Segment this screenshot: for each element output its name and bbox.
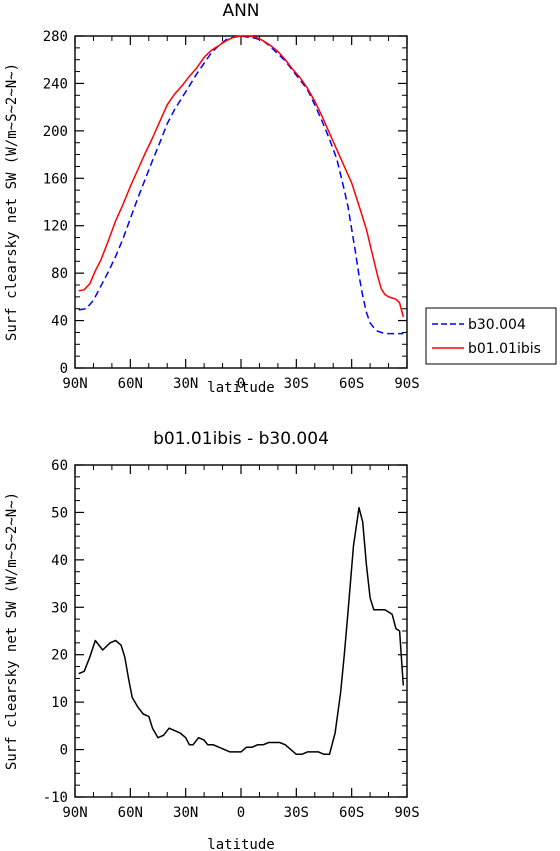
bottom-panel: -10 0 10 20 30 40 50 60 90N 60N 30N 0 30S 60S 90S b01.0… bbox=[4, 429, 420, 851]
legend-box bbox=[425, 307, 557, 365]
y-tick-label: 60 bbox=[51, 458, 68, 474]
top-panel: 0 40 80 120 160 200 240 280 90N 60N 30N 0 30S 60S 90S A… bbox=[4, 1, 420, 396]
y-tick-label: 30 bbox=[51, 600, 68, 616]
y-tick-label: 120 bbox=[43, 219, 68, 235]
chart-title: ANN bbox=[222, 1, 259, 21]
x-tick-label: 0 bbox=[237, 376, 245, 392]
legend: b30.004 b01.01ibis bbox=[425, 307, 557, 365]
x-tick-label: 60N bbox=[118, 376, 143, 392]
y-axis-label: Surf clearsky net SW (W/m~S~2~N~) bbox=[4, 63, 20, 341]
x-tick-label: 30N bbox=[173, 376, 198, 392]
legend-label-b30.004: b30.004 bbox=[468, 317, 526, 333]
x-axis-label: latitude bbox=[207, 380, 274, 396]
x-tick-label: 90S bbox=[394, 376, 419, 392]
x-tick-label: 30S bbox=[284, 805, 309, 821]
x-tick-label: 90S bbox=[394, 805, 419, 821]
x-tick-label: 0 bbox=[237, 805, 245, 821]
y-tick-label: 20 bbox=[51, 648, 68, 664]
chart-title: b01.01ibis - b30.004 bbox=[153, 429, 329, 449]
plot-frame bbox=[74, 464, 408, 798]
y-tick-label: 160 bbox=[43, 171, 68, 187]
x-tick-label: 30S bbox=[284, 376, 309, 392]
y-tick-label: 80 bbox=[51, 266, 68, 282]
series-line-b01.01ibis bbox=[78, 35, 405, 318]
legend-label-b01.01ibis: b01.01ibis bbox=[468, 341, 541, 357]
y-tick-label: 280 bbox=[43, 29, 68, 45]
y-tick-label: 40 bbox=[51, 314, 68, 330]
x-tick-label: 60S bbox=[339, 376, 364, 392]
y-tick-label: 240 bbox=[43, 76, 68, 92]
y-tick-label: 0 bbox=[60, 361, 68, 377]
x-tick-label: 30N bbox=[173, 805, 198, 821]
x-tick-label: 60S bbox=[339, 805, 364, 821]
x-tick-label: 60N bbox=[118, 805, 143, 821]
y-tick-label: 10 bbox=[51, 695, 68, 711]
x-axis-label: latitude bbox=[207, 837, 274, 851]
series-line-series-0 bbox=[78, 506, 405, 756]
y-axis-label: Surf clearsky net SW (W/m~S~2~N~) bbox=[4, 492, 20, 770]
x-tick-label: 90N bbox=[62, 376, 87, 392]
x-tick-label: 90N bbox=[62, 805, 87, 821]
y-tick-label: 200 bbox=[43, 124, 68, 140]
y-tick-label: 0 bbox=[60, 743, 68, 759]
series-line-b30.004 bbox=[78, 35, 404, 335]
y-tick-label: 50 bbox=[51, 505, 68, 521]
y-tick-label: -10 bbox=[43, 790, 68, 806]
y-tick-label: 40 bbox=[51, 553, 68, 569]
